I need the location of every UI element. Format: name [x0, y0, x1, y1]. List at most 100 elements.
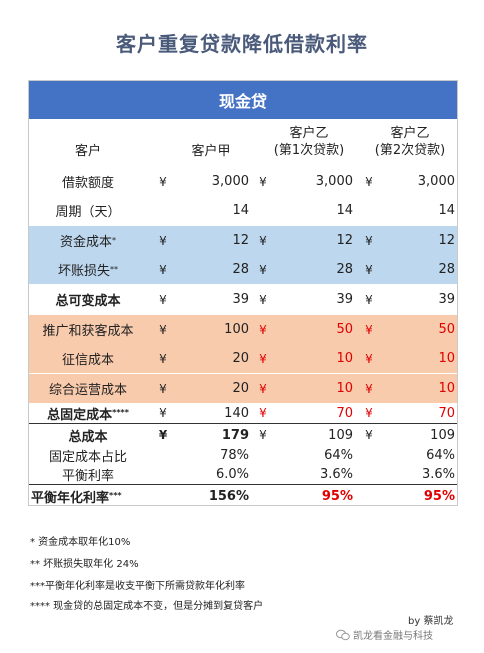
table-divider	[29, 484, 457, 485]
value-customer-b-second: 39	[438, 292, 455, 307]
value-customer-b-second: 10	[438, 351, 455, 366]
currency-symbol: ¥	[159, 381, 167, 396]
watermark-text: 凯龙看金融与科技	[353, 631, 433, 642]
table-row-breakeven-rate: 平衡利率 6.0% 3.6% 3.6%	[29, 464, 457, 484]
currency-symbol: ¥	[365, 174, 373, 189]
table-banner: 现金贷	[29, 81, 457, 119]
value-customer-a: 100	[224, 322, 249, 337]
table-row-period: 周期（天） 14 14 14	[29, 196, 457, 225]
header-customer-a: 客户甲	[191, 144, 231, 159]
row-label: 征信成本	[61, 353, 114, 368]
footnote-breakeven-annual-rate: ***平衡年化利率是收支平衡下所需贷款年化利率	[30, 581, 245, 592]
table-row-loan-amount: 借款额度 ¥ 3,000 ¥ 3,000 ¥ 3,000	[29, 167, 457, 196]
header-customer-b-second-line1: 客户乙	[390, 126, 430, 141]
currency-symbol: ¥	[159, 322, 167, 337]
value-customer-b-first: 70	[336, 405, 353, 421]
value-customer-b-first: 3.6%	[319, 466, 353, 482]
currency-symbol: ¥	[259, 262, 267, 277]
value-customer-b-first: 14	[336, 203, 353, 218]
header-customer-b-first-line2: (第1次贷款)	[273, 143, 345, 158]
value-customer-a: 156%	[208, 488, 249, 504]
currency-symbol: ¥	[159, 262, 167, 277]
currency-symbol: ¥	[365, 262, 373, 277]
value-customer-b-first: 64%	[324, 447, 353, 463]
table-row-bad-debt: 坏账损失 ** ¥ 28 ¥ 28 ¥ 28	[29, 255, 457, 284]
value-customer-b-second: 64%	[426, 447, 455, 463]
value-customer-b-first: 10	[336, 351, 353, 366]
currency-symbol: ¥	[259, 174, 267, 189]
value-customer-a: 6.0%	[215, 466, 249, 482]
row-label: 坏账损失 **	[29, 255, 147, 284]
header-customer-b-second: 客户乙 (第2次贷款)	[363, 125, 457, 159]
page-title: 客户重复贷款降低借款利率	[116, 32, 368, 56]
currency-symbol: ¥	[259, 406, 267, 420]
currency-symbol: ¥	[259, 233, 267, 248]
footnote-funding-cost: * 资金成本取年化10%	[30, 537, 131, 548]
header-customer-b-first-line1: 客户乙	[289, 126, 329, 141]
currency-symbol: ¥	[159, 292, 167, 307]
currency-symbol: ¥	[365, 381, 373, 396]
value-customer-b-first: 95%	[321, 488, 353, 504]
currency-symbol: ¥	[365, 233, 373, 248]
row-label: 平衡年化利率 ***	[29, 485, 149, 507]
currency-symbol: ¥	[259, 428, 267, 442]
header-customer: 客户	[74, 144, 101, 159]
table-row-total-variable-cost: 总可变成本 ¥ 39 ¥ 39 ¥ 39	[29, 285, 457, 314]
row-label-text: 平衡年化利率	[31, 490, 110, 506]
currency-symbol: ¥	[159, 233, 167, 248]
value-customer-b-first: 39	[336, 292, 353, 307]
value-customer-a: 140	[224, 405, 249, 421]
table-row-operating-cost: 综合运营成本 ¥ 20 ¥ 10 ¥ 10	[29, 374, 457, 403]
value-customer-b-second: 14	[438, 203, 455, 218]
value-customer-a: 39	[232, 292, 249, 307]
table-row-total-fixed-cost: 总固定成本 **** ¥ 140 ¥ 70 ¥ 70	[29, 403, 457, 423]
row-label: 周期（天）	[55, 205, 121, 220]
wechat-icon	[336, 629, 350, 640]
table-divider	[29, 423, 457, 424]
value-customer-b-second: 109	[430, 427, 455, 443]
value-customer-a: 14	[232, 203, 249, 218]
row-label: 总成本	[68, 429, 108, 445]
table-row-fixed-cost-ratio: 固定成本占比 78% 64% 64%	[29, 445, 457, 465]
row-label-text: 总固定成本	[47, 407, 113, 423]
currency-symbol: ¥	[259, 292, 267, 307]
currency-symbol: ¥	[259, 351, 267, 366]
footnote-bad-debt: ** 坏账损失取年化 24%	[30, 559, 139, 570]
value-customer-b-second: 70	[438, 405, 455, 421]
table-row-total-cost: 总成本 ¥ 179 ¥ 109 ¥ 109	[29, 424, 457, 446]
row-label-text: 坏账损失	[57, 264, 110, 279]
currency-symbol: ¥	[159, 351, 167, 366]
currency-symbol: ¥	[365, 351, 373, 366]
currency-symbol: ¥	[158, 428, 168, 442]
value-customer-a: 179	[221, 427, 249, 443]
value-customer-b-first: 3,000	[315, 174, 353, 189]
value-customer-b-first: 109	[328, 427, 353, 443]
value-customer-b-second: 28	[438, 262, 455, 277]
value-customer-b-first: 50	[336, 322, 353, 337]
currency-symbol: ¥	[259, 322, 267, 337]
header-customer-b-first: 客户乙 (第1次贷款)	[261, 125, 357, 159]
value-customer-b-second: 3.6%	[421, 466, 455, 482]
row-label: 借款额度	[61, 176, 114, 191]
watermark: 凯龙看金融与科技	[336, 627, 433, 642]
currency-symbol: ¥	[365, 292, 373, 307]
header-customer-b-second-line2: (第2次贷款)	[374, 143, 446, 158]
value-customer-a: 28	[232, 262, 249, 277]
value-customer-a: 12	[232, 233, 249, 248]
row-label: 总固定成本 ****	[29, 403, 147, 423]
currency-symbol: ¥	[159, 174, 167, 189]
value-customer-b-second: 10	[438, 381, 455, 396]
row-label: 资金成本 *	[29, 226, 147, 255]
value-customer-a: 3,000	[211, 174, 249, 189]
row-label: 推广和获客成本	[42, 324, 134, 339]
value-customer-b-second: 50	[438, 322, 455, 337]
table-row-acquisition-cost: 推广和获客成本 ¥ 100 ¥ 50 ¥ 50	[29, 315, 457, 344]
row-label: 平衡利率	[61, 468, 114, 484]
currency-symbol: ¥	[365, 406, 373, 420]
row-label: 固定成本占比	[48, 449, 127, 465]
value-customer-b-first: 10	[336, 381, 353, 396]
value-customer-b-first: 28	[336, 262, 353, 277]
currency-symbol: ¥	[365, 428, 373, 442]
author-byline: by 蔡凯龙	[408, 616, 454, 627]
cost-table: 现金贷 客户 客户甲 客户乙 (第1次贷款) 客户乙 (第2次贷款) 借款额度 …	[28, 80, 458, 506]
